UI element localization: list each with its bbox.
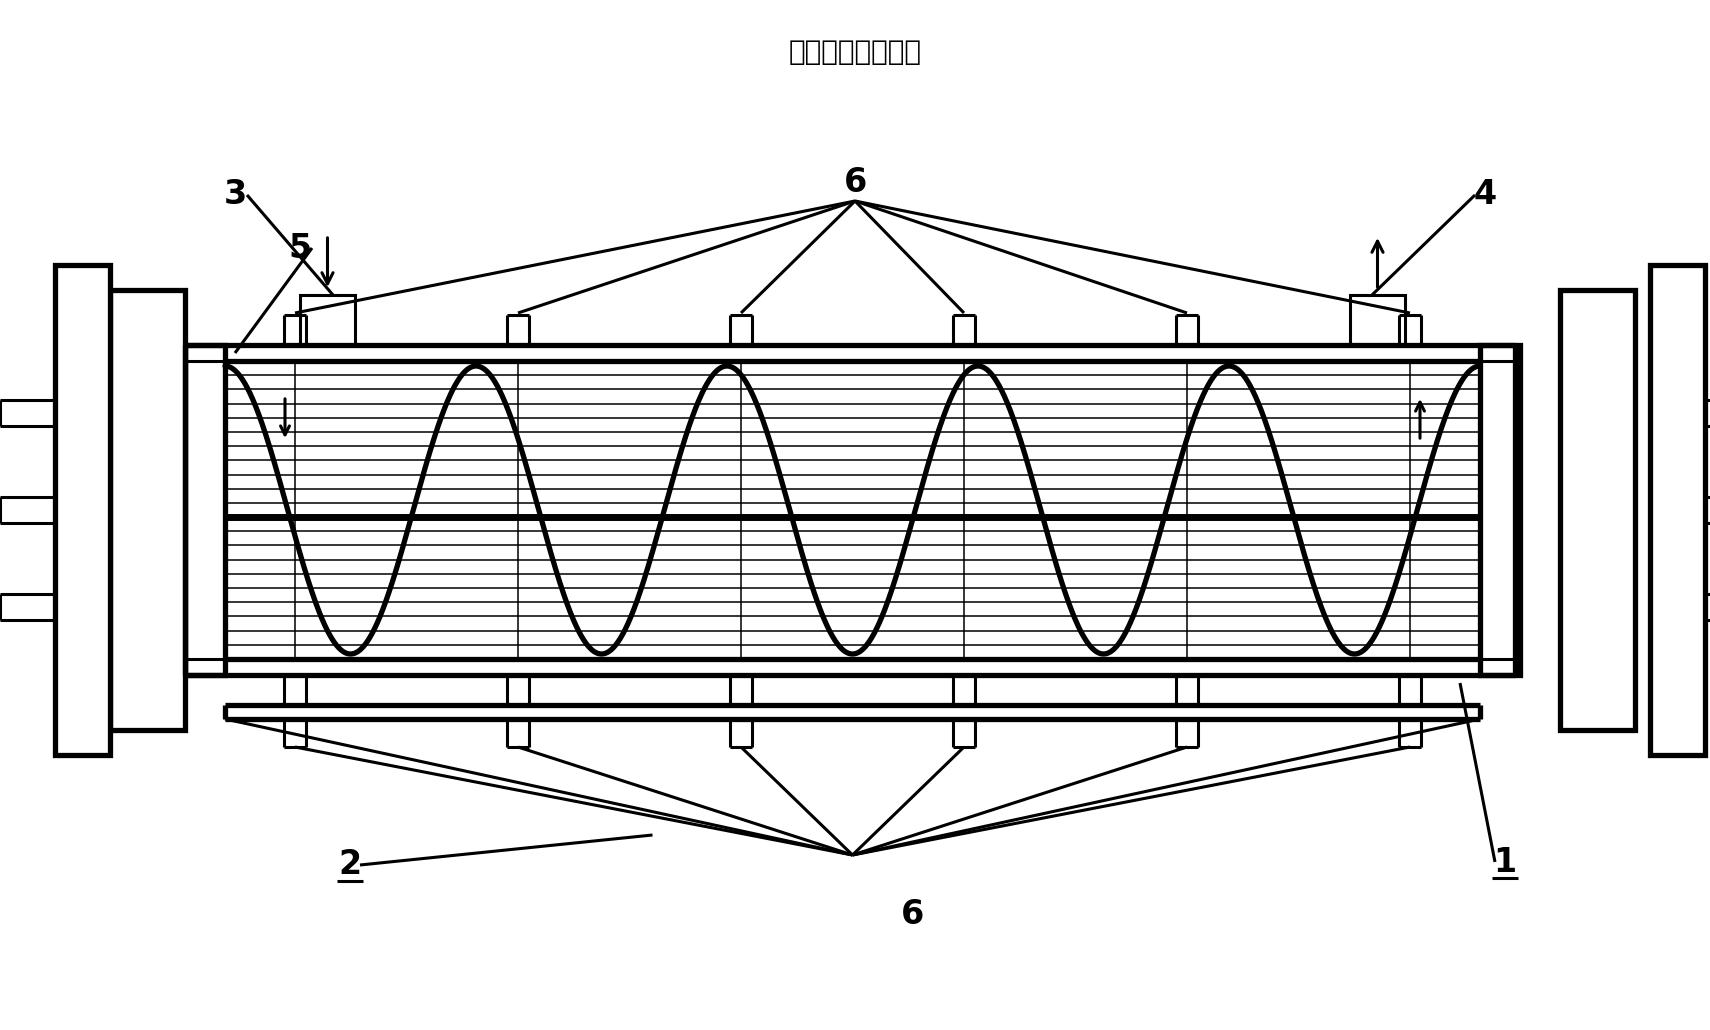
Text: 水流方向模擬曲線: 水流方向模擬曲線 bbox=[788, 38, 922, 66]
Bar bbox=[55, 265, 109, 755]
Text: 4: 4 bbox=[1474, 178, 1496, 211]
Bar bbox=[1349, 295, 1406, 345]
Bar bbox=[299, 295, 356, 345]
Text: 1: 1 bbox=[1493, 846, 1517, 879]
Bar bbox=[1650, 265, 1705, 755]
Text: 6: 6 bbox=[901, 898, 923, 931]
Text: 3: 3 bbox=[224, 178, 246, 211]
Bar bbox=[1560, 290, 1635, 730]
Text: 2: 2 bbox=[339, 849, 361, 882]
Text: 5: 5 bbox=[289, 232, 311, 265]
Bar bbox=[109, 290, 185, 730]
Bar bbox=[185, 345, 226, 675]
Text: 6: 6 bbox=[843, 167, 867, 200]
Bar bbox=[1479, 345, 1520, 675]
